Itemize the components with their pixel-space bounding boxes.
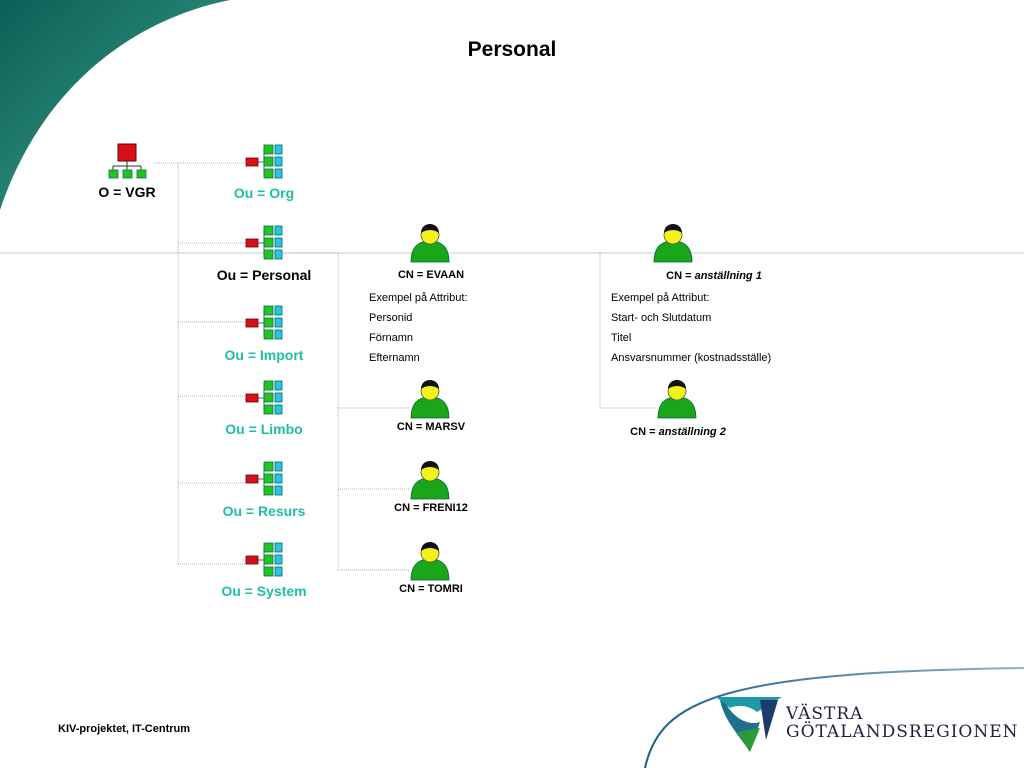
- person-icons: [410, 224, 697, 581]
- person-icon: [657, 380, 697, 419]
- ou-icons: [245, 144, 283, 577]
- ou-label-system: Ou = System: [221, 583, 307, 599]
- logo-line2: GÖTALANDSREGIONEN: [786, 722, 1019, 742]
- corner-swoosh: [0, 0, 230, 210]
- person-label-tomri: CN = TOMRI: [399, 583, 463, 595]
- person-connectors: [285, 252, 410, 571]
- person-label-freni12: CN = FRENI12: [394, 502, 468, 514]
- ou-tree-icon: [245, 144, 283, 179]
- employment-attribute-item: Ansvarsnummer (kostnadsställe): [611, 352, 772, 364]
- ou-tree-icon: [245, 305, 283, 340]
- person-attribute-item: Personid: [369, 312, 413, 324]
- ou-tree-icon: [245, 380, 283, 415]
- person-icon: [410, 461, 450, 500]
- logo-line1: VÄSTRA: [786, 704, 864, 724]
- footer-text: KIV-projektet, IT-Centrum: [58, 723, 191, 735]
- logo-arc: [644, 667, 1024, 768]
- ou-tree-icon: [245, 461, 283, 496]
- employment-attribute-item: Start- och Slutdatum: [611, 312, 712, 324]
- person-attributes-heading: Exempel på Attribut:: [369, 292, 468, 304]
- person-icon: [410, 224, 450, 263]
- employment-attribute-item: Titel: [611, 332, 632, 344]
- root-connectors: [155, 162, 245, 565]
- employment-attributes: Exempel på Attribut: Start- och Slutdatu…: [611, 288, 771, 368]
- vgr-logo-icon: [716, 697, 782, 752]
- ou-label-resurs: Ou = Resurs: [222, 503, 306, 519]
- person-label-evaan: CN = EVAAN: [397, 269, 465, 281]
- person-label-marsv: CN = MARSV: [396, 421, 466, 433]
- ou-label-personal: Ou = Personal: [216, 267, 312, 283]
- root-label: O = VGR: [98, 184, 156, 200]
- ou-label-org: Ou = Org: [233, 185, 295, 201]
- person-attribute-item: Förnamn: [369, 332, 414, 344]
- employment-attributes-heading: Exempel på Attribut:: [611, 292, 710, 304]
- root-tree-icon: [108, 143, 147, 179]
- employment-label-1: CN = anställning 1: [666, 270, 762, 282]
- ou-tree-icon: [245, 225, 283, 260]
- person-icon: [653, 224, 693, 263]
- page-title: Personal: [467, 38, 557, 61]
- ou-label-limbo: Ou = Limbo: [225, 421, 303, 437]
- person-icon: [410, 380, 450, 419]
- employment-label-2: CN = anställning 2: [630, 426, 726, 438]
- person-icon: [410, 542, 450, 581]
- ou-label-import: Ou = Import: [224, 347, 304, 363]
- person-attribute-item: Efternamn: [369, 352, 420, 364]
- person-attributes: Exempel på Attribut: Personid Förnamn Ef…: [369, 288, 467, 368]
- ou-tree-icon: [245, 542, 283, 577]
